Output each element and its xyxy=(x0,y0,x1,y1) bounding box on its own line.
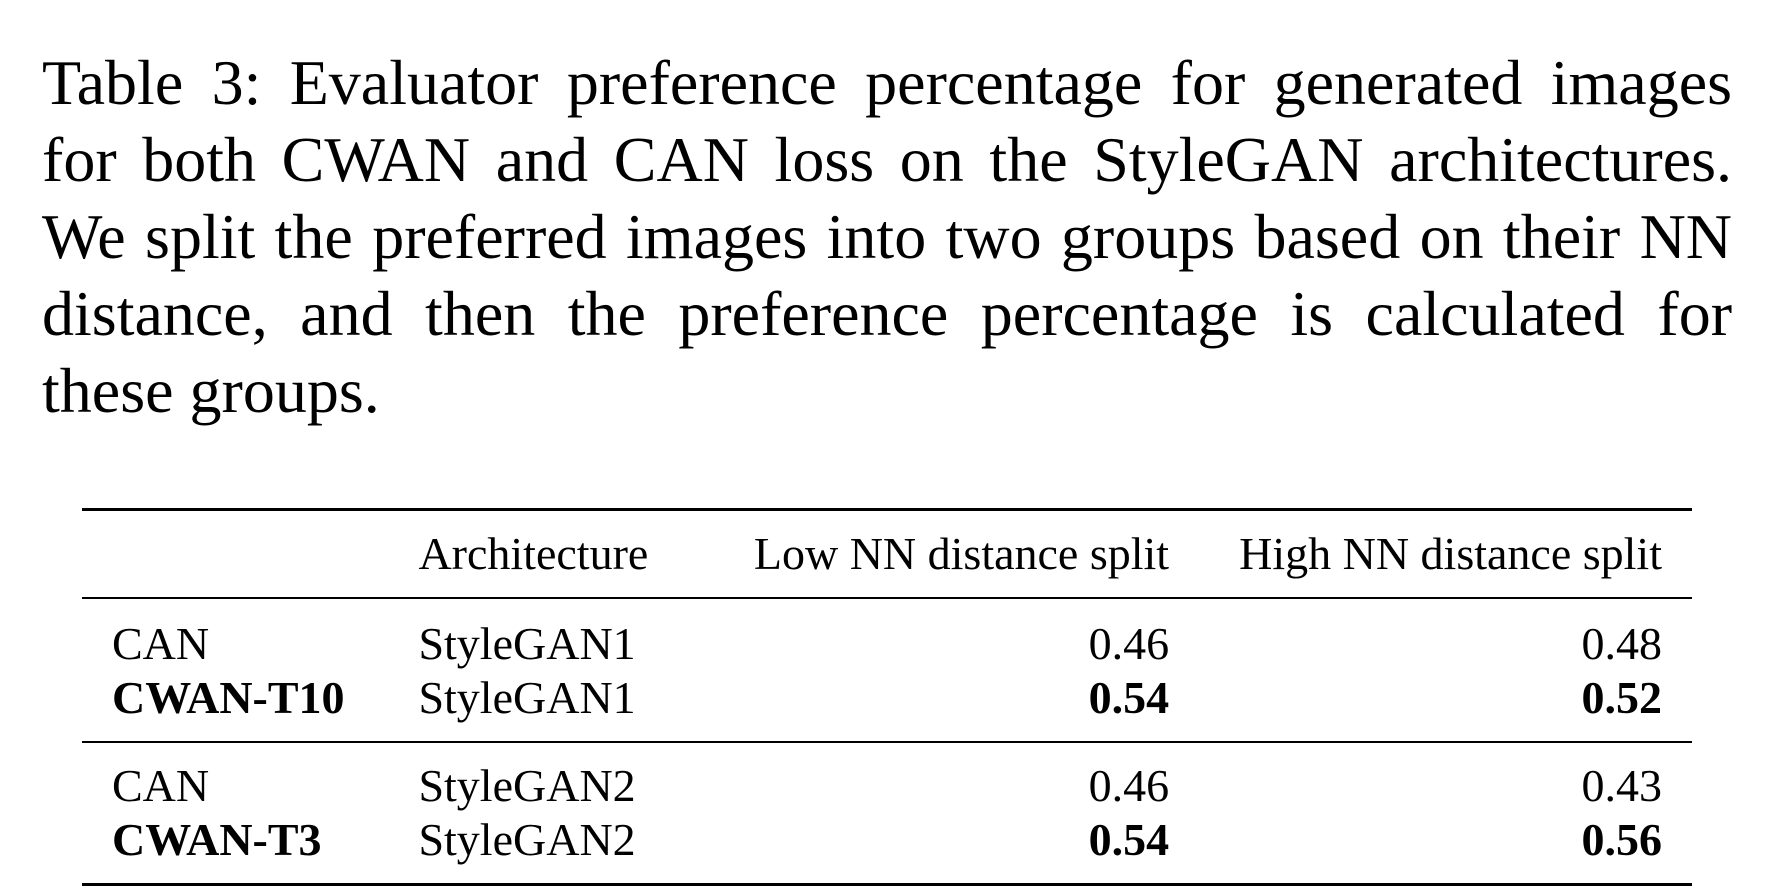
table-row: CWAN-T10 StyleGAN1 0.54 0.52 xyxy=(82,671,1692,742)
table-group-stylegan1: CAN StyleGAN1 0.46 0.48 CWAN-T10 StyleGA… xyxy=(82,598,1692,742)
architecture-cell: StyleGAN2 xyxy=(418,814,636,865)
method-cell: CAN xyxy=(112,618,210,669)
method-cell: CWAN-T10 xyxy=(112,672,345,723)
low-nn-value-cell: 0.54 xyxy=(1088,814,1170,865)
results-table-container: Architecture Low NN distance split High … xyxy=(82,508,1692,886)
architecture-cell: StyleGAN1 xyxy=(418,618,636,669)
header-high-nn-split: High NN distance split xyxy=(1239,528,1662,579)
architecture-cell: StyleGAN1 xyxy=(418,672,636,723)
high-nn-value-cell: 0.56 xyxy=(1581,814,1663,865)
header-method xyxy=(82,510,398,599)
method-cell: CAN xyxy=(112,760,210,811)
method-cell: CWAN-T3 xyxy=(112,814,322,865)
table-row: CAN StyleGAN2 0.46 0.43 xyxy=(82,742,1692,813)
table-caption: Table 3: Evaluator preference percentage… xyxy=(42,47,1732,426)
table-row: CAN StyleGAN1 0.46 0.48 xyxy=(82,598,1692,671)
header-low-nn-split: Low NN distance split xyxy=(753,528,1170,579)
results-table: Architecture Low NN distance split High … xyxy=(82,508,1692,886)
architecture-cell: StyleGAN2 xyxy=(418,760,636,811)
table-group-stylegan2: CAN StyleGAN2 0.46 0.43 CWAN-T3 StyleGAN… xyxy=(82,742,1692,885)
high-nn-value-cell: 0.48 xyxy=(1581,618,1663,669)
high-nn-value-cell: 0.52 xyxy=(1581,672,1663,723)
low-nn-value-cell: 0.54 xyxy=(1088,672,1170,723)
table-header-row: Architecture Low NN distance split High … xyxy=(82,509,1692,599)
header-architecture: Architecture xyxy=(418,528,649,579)
high-nn-value-cell: 0.43 xyxy=(1581,760,1663,811)
low-nn-value-cell: 0.46 xyxy=(1088,618,1170,669)
low-nn-value-cell: 0.46 xyxy=(1088,760,1170,811)
table-row: CWAN-T3 StyleGAN2 0.54 0.56 xyxy=(82,813,1692,885)
